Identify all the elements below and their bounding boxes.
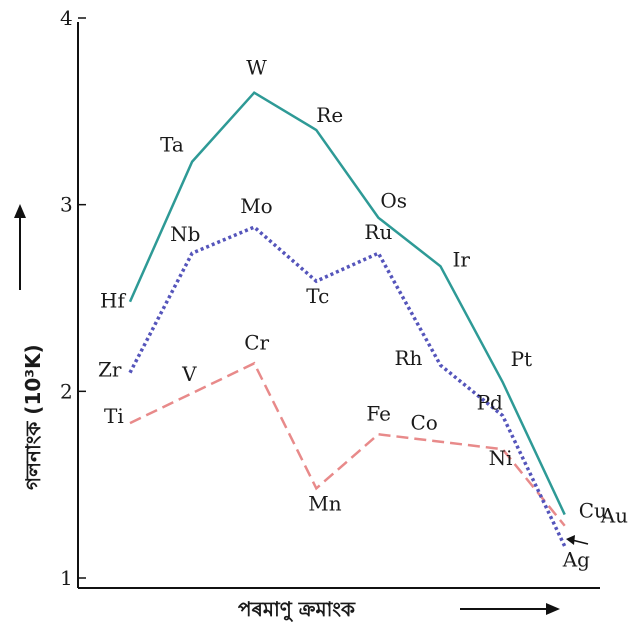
series-line-4d [128, 225, 567, 548]
y-tick-label: 4 [60, 6, 73, 30]
y-axis-title: গলনাংক (10³K) [21, 344, 45, 490]
y-tick-label: 2 [60, 379, 73, 403]
point-label-ni: Ni [489, 446, 513, 470]
au-pointer-arrow [566, 535, 589, 545]
point-label-hf: Hf [100, 289, 126, 313]
series-line-3d [129, 361, 566, 527]
point-label-ag: Ag [562, 547, 590, 571]
series-line-5d [128, 91, 566, 516]
point-label-rh: Rh [395, 346, 423, 370]
point-label-re: Re [316, 103, 343, 127]
point-label-au: Au [600, 504, 628, 528]
y-tick-label: 1 [60, 566, 73, 590]
point-label-fe: Fe [366, 401, 391, 425]
y-tick-label: 3 [60, 193, 73, 217]
point-label-ir: Ir [453, 247, 471, 271]
point-label-cu: Cu [579, 499, 607, 523]
point-label-w: W [246, 56, 267, 80]
point-label-co: Co [411, 411, 438, 435]
x-axis-arrow [460, 603, 560, 615]
point-label-ta: Ta [160, 133, 184, 157]
point-label-pt: Pt [511, 347, 532, 371]
point-label-cr: Cr [244, 330, 269, 354]
point-label-mn: Mn [308, 491, 341, 515]
point-label-mo: Mo [240, 194, 273, 218]
y-axis-arrow [14, 204, 26, 290]
point-label-ru: Ru [364, 220, 392, 244]
point-label-pd: Pd [477, 391, 503, 415]
point-label-tc: Tc [306, 284, 329, 308]
point-label-ti: Ti [104, 404, 124, 428]
point-label-os: Os [380, 189, 407, 213]
x-axis-title: পৰমাণু ক্ৰমাংক [238, 597, 356, 622]
point-label-nb: Nb [170, 222, 200, 246]
point-label-v: V [181, 362, 197, 386]
point-label-zr: Zr [98, 358, 122, 382]
